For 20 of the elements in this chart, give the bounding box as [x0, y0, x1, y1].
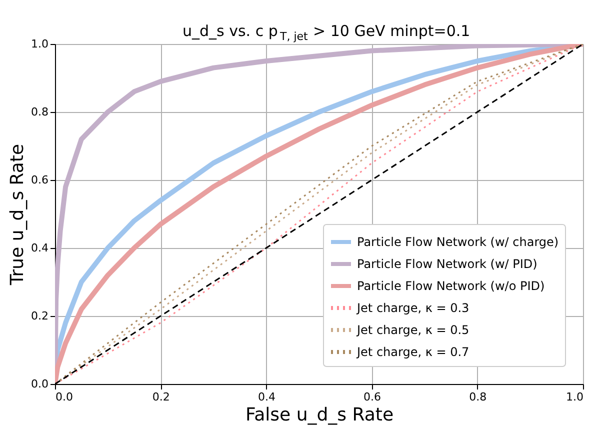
- x-tick-label: 0.4: [258, 390, 276, 404]
- legend-label: Particle Flow Network (w/ PID): [357, 257, 538, 271]
- legend-label: Jet charge, κ = 0.3: [356, 301, 470, 315]
- x-tick-label: 0.6: [364, 390, 382, 404]
- y-tick-label: 0.4: [31, 242, 48, 254]
- y-tick-label: 0.2: [31, 310, 48, 322]
- y-axis-title: True u_d_s Rate: [7, 144, 28, 286]
- y-tick-label: 0.0: [31, 378, 48, 390]
- legend-label: Particle Flow Network (w/o PID): [357, 279, 545, 293]
- legend-label: Jet charge, κ = 0.5: [356, 323, 470, 337]
- x-tick-label: 0.8: [469, 390, 487, 404]
- y-tick-label: 1.0: [31, 38, 48, 50]
- y-tick-label: 0.6: [31, 174, 48, 186]
- legend-label: Particle Flow Network (w/ charge): [357, 235, 559, 249]
- x-axis-title: False u_d_s Rate: [245, 404, 394, 426]
- legend-label: Jet charge, κ = 0.7: [356, 345, 470, 359]
- y-tick-label: 0.8: [31, 106, 48, 118]
- x-tick-label: 1.0: [566, 390, 584, 404]
- x-tick-label: 0.0: [56, 390, 73, 404]
- x-tick-label: 0.2: [152, 390, 170, 404]
